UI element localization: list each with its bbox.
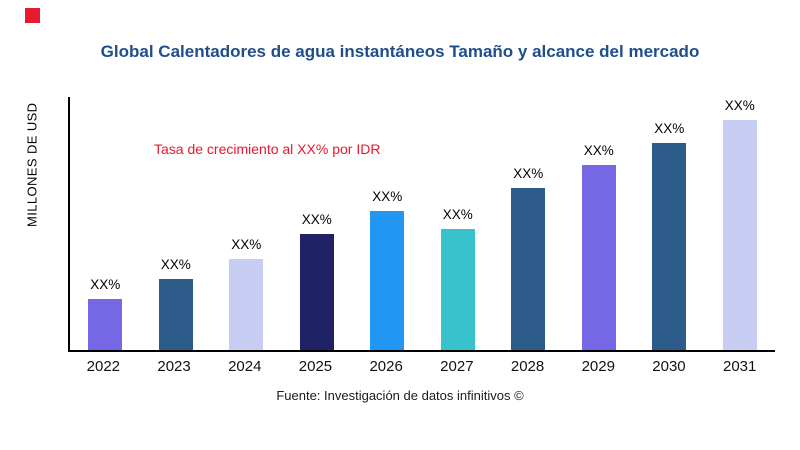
growth-annotation: Tasa de crecimiento al XX% por IDR	[154, 141, 381, 157]
bar-value-label: XX%	[513, 166, 544, 182]
bar-column-2025: XX%	[282, 97, 353, 350]
plot-area: Tasa de crecimiento al XX% por IDR XX% XX…	[68, 97, 775, 352]
bar-column-2027: XX%	[423, 97, 494, 350]
bar-value-label: XX%	[231, 236, 262, 252]
x-axis-labels: 2022 2023 2024 2025 2026 2027 2028 2029 2030 2031	[68, 358, 775, 375]
x-tick-2030: 2030	[652, 358, 686, 375]
x-tick-2022: 2022	[86, 358, 121, 375]
bar-value-label: XX%	[160, 257, 191, 273]
bar-column-2026: XX%	[352, 97, 423, 350]
logo-mark	[25, 8, 40, 23]
bar-value-label: XX%	[372, 188, 403, 204]
bar-column-2022: XX%	[70, 97, 141, 350]
bar-column-2023: XX%	[141, 97, 212, 350]
bar-2026	[370, 210, 405, 350]
bar-value-label: XX%	[724, 97, 755, 113]
bar-2023	[158, 279, 193, 350]
bar-column-2024: XX%	[211, 97, 282, 350]
chart-title: Global Calentadores de agua instantáneos…	[100, 42, 700, 61]
bar-value-label: XX%	[301, 211, 332, 227]
bar-column-2028: XX%	[493, 97, 564, 350]
bar-2027	[440, 228, 475, 350]
x-tick-2027: 2027	[440, 358, 474, 375]
x-tick-2026: 2026	[369, 358, 403, 375]
x-tick-2028: 2028	[510, 358, 545, 375]
bars-row: XX% XX% XX% XX% XX% XX% XX% XX% XX% XX%	[70, 97, 775, 350]
bar-2024	[229, 258, 264, 350]
bar-2025	[299, 233, 334, 350]
bar-2022	[88, 299, 123, 350]
x-tick-2025: 2025	[298, 358, 333, 375]
bar-2029	[581, 165, 616, 350]
x-tick-2029: 2029	[581, 358, 615, 375]
x-tick-2023: 2023	[157, 358, 191, 375]
bar-column-2031: XX%	[705, 97, 776, 350]
x-tick-2024: 2024	[228, 358, 262, 375]
y-axis-label: MILLONES DE USD	[24, 102, 40, 228]
bar-column-2030: XX%	[634, 97, 705, 350]
bar-2031	[722, 119, 757, 350]
x-tick-2031: 2031	[722, 358, 757, 375]
bar-value-label: XX%	[654, 120, 685, 136]
bar-value-label: XX%	[442, 206, 473, 222]
bar-value-label: XX%	[90, 277, 121, 293]
bar-2028	[511, 188, 546, 350]
bar-2030	[652, 142, 687, 350]
bar-value-label: XX%	[583, 143, 614, 159]
bar-column-2029: XX%	[564, 97, 635, 350]
source-line: Fuente: Investigación de datos infinitiv…	[276, 388, 524, 403]
